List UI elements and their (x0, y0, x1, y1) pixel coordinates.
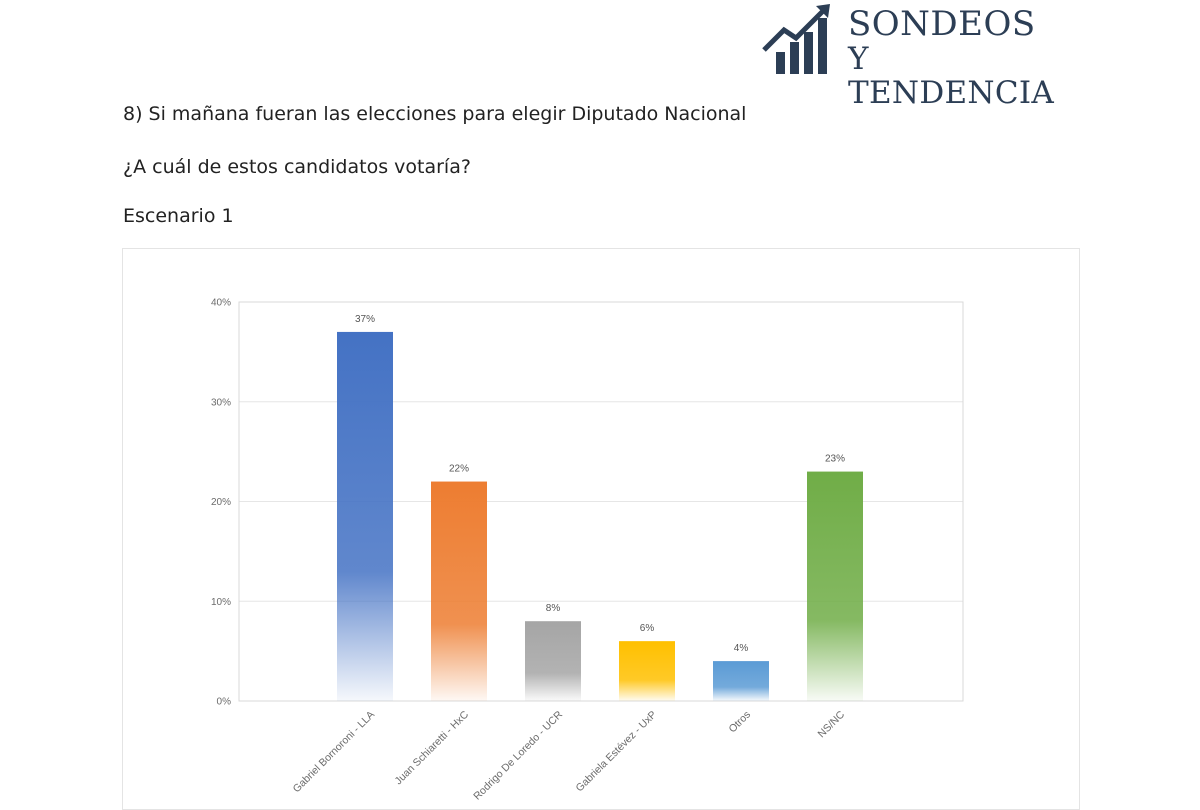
y-tick-label: 0% (217, 697, 232, 708)
bar (431, 481, 487, 701)
data-label: 8% (546, 603, 561, 614)
category-label: Juan Schiaretti - HxC (392, 708, 471, 787)
bar (337, 331, 393, 701)
rising-bars-arrow-icon (762, 4, 830, 74)
chart-container: 0% 10% 20% 30% 40% 37% Gabriel Bornoroni - LLA… (122, 248, 1080, 810)
data-label: 6% (640, 623, 655, 634)
category-label: Otros (726, 709, 753, 736)
data-label: 22% (449, 464, 469, 475)
data-label: 4% (734, 643, 749, 654)
bar (525, 621, 581, 701)
plot-area-border (238, 301, 964, 702)
bar (807, 471, 863, 701)
bar (713, 661, 769, 701)
data-label: 37% (355, 314, 375, 325)
category-label: Gabriel Bornoroni - LLA (291, 709, 377, 795)
category-label: Rodrigo De Loredo - UCR (471, 708, 565, 802)
y-tick-label: 10% (211, 597, 231, 608)
logo-title: SONDEOS (848, 4, 1036, 44)
y-tick-label: 30% (211, 397, 231, 408)
question-title: 8) Si mañana fueran las elecciones para … (123, 103, 747, 125)
category-label: NS/NC (816, 708, 848, 740)
bar (619, 641, 675, 701)
question-subtitle: ¿A cuál de estos candidatos votaría? (123, 156, 471, 178)
bar-chart: 0% 10% 20% 30% 40% 37% Gabriel Bornoroni - LLA… (211, 298, 964, 803)
brand-logo: SONDEOS Y TENDENCIA (762, 2, 1082, 110)
y-tick-label: 40% (211, 298, 231, 309)
y-tick-label: 20% (211, 497, 231, 508)
logo-subtitle: Y TENDENCIA (848, 41, 1055, 111)
scenario-label: Escenario 1 (123, 205, 234, 227)
category-label: Gabriela Estévez - UxP (573, 709, 659, 795)
data-label: 23% (825, 454, 845, 465)
